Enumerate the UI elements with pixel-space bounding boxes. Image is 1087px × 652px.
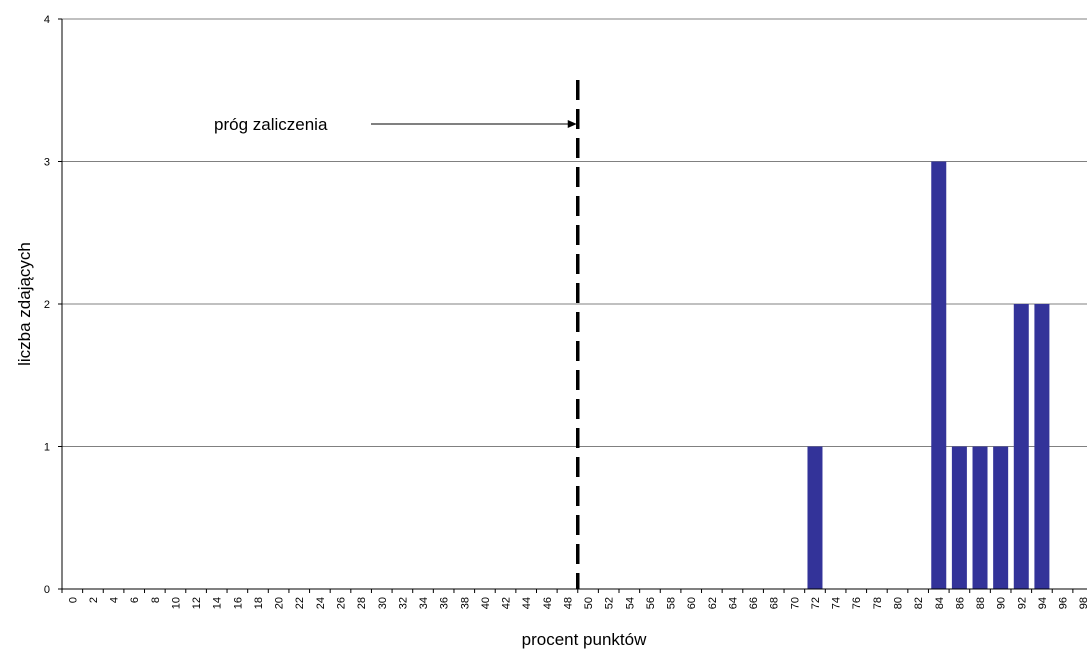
x-tick-label: 92 — [1016, 597, 1028, 609]
y-tick-label: 4 — [44, 14, 50, 26]
bar — [1034, 304, 1050, 589]
x-tick-label: 48 — [562, 597, 574, 609]
x-tick-label: 46 — [542, 597, 554, 609]
x-axis-title: procent punktów — [522, 630, 647, 649]
x-tick-label: 54 — [624, 597, 636, 609]
y-tick-labels: 0 1 2 3 4 — [44, 14, 50, 596]
x-tick-label: 10 — [170, 597, 182, 609]
x-tick-label: 94 — [1037, 597, 1049, 609]
x-tick-label: 32 — [397, 597, 409, 609]
y-tick-label: 2 — [44, 299, 50, 311]
bar — [807, 446, 823, 589]
x-tick-label: 86 — [954, 597, 966, 609]
x-tick-label: 68 — [769, 597, 781, 609]
x-tick-label: 88 — [975, 597, 987, 609]
x-tick-label: 56 — [645, 597, 657, 609]
x-tick-label: 2 — [88, 597, 100, 603]
x-tick-label: 58 — [666, 597, 678, 609]
x-tick-label: 20 — [274, 597, 286, 609]
x-tick-label: 34 — [418, 597, 430, 609]
x-tick-label: 14 — [212, 597, 224, 609]
y-tick-label: 3 — [44, 157, 50, 169]
x-tick-label: 44 — [521, 597, 533, 609]
x-tick-label: 90 — [996, 597, 1008, 609]
x-tick-label: 18 — [253, 597, 265, 609]
x-tick-label: 0 — [67, 597, 79, 603]
x-tick-label: 36 — [439, 597, 451, 609]
x-tick-label: 96 — [1058, 597, 1070, 609]
x-tick-label: 74 — [831, 597, 843, 609]
bar — [951, 446, 967, 589]
x-tick-label: 26 — [335, 597, 347, 609]
y-tick-label: 1 — [44, 442, 50, 454]
x-tick-label: 80 — [893, 597, 905, 609]
bar — [993, 446, 1009, 589]
arrowhead-icon — [567, 120, 577, 128]
x-tick-label: 12 — [191, 597, 203, 609]
x-tick-label: 72 — [810, 597, 822, 609]
x-tick-labels: 0 2 4 6 8 10 12 14 16 18 20 22 24 26 28 30 32 34 36 38 40 42 4… — [67, 597, 1087, 609]
x-tick-label: 22 — [294, 597, 306, 609]
x-tick-label: 16 — [232, 597, 244, 609]
x-tick-label: 60 — [686, 597, 698, 609]
x-tick-label: 84 — [934, 597, 946, 609]
x-tick-label: 50 — [583, 597, 595, 609]
x-tick-label: 24 — [315, 597, 327, 609]
bar — [1013, 304, 1029, 589]
x-tick-label: 78 — [872, 597, 884, 609]
threshold-marker: próg zaliczenia — [214, 80, 580, 589]
x-tick-label: 42 — [501, 597, 513, 609]
x-tick-label: 4 — [109, 597, 121, 603]
x-tick-label: 8 — [150, 597, 162, 603]
x-tick-label: 64 — [727, 597, 739, 609]
x-tick-label: 98 — [1078, 597, 1087, 609]
bar — [972, 446, 988, 589]
y-tick-label: 0 — [44, 584, 50, 596]
x-tick-label: 30 — [377, 597, 389, 609]
y-axis-title: liczba zdających — [15, 242, 34, 366]
threshold-label: próg zaliczenia — [214, 115, 328, 134]
bars — [807, 161, 1050, 589]
x-tick-label: 70 — [789, 597, 801, 609]
x-tick-label: 38 — [459, 597, 471, 609]
axes — [61, 19, 1087, 593]
x-tick-label: 52 — [604, 597, 616, 609]
x-tick-label: 6 — [129, 597, 141, 603]
x-tick-label: 66 — [748, 597, 760, 609]
bar — [931, 161, 947, 589]
x-tick-label: 82 — [913, 597, 925, 609]
x-tick-label: 40 — [480, 597, 492, 609]
x-tick-label: 76 — [851, 597, 863, 609]
x-tick-label: 28 — [356, 597, 368, 609]
x-tick-label: 62 — [707, 597, 719, 609]
gridlines — [58, 18, 1087, 590]
